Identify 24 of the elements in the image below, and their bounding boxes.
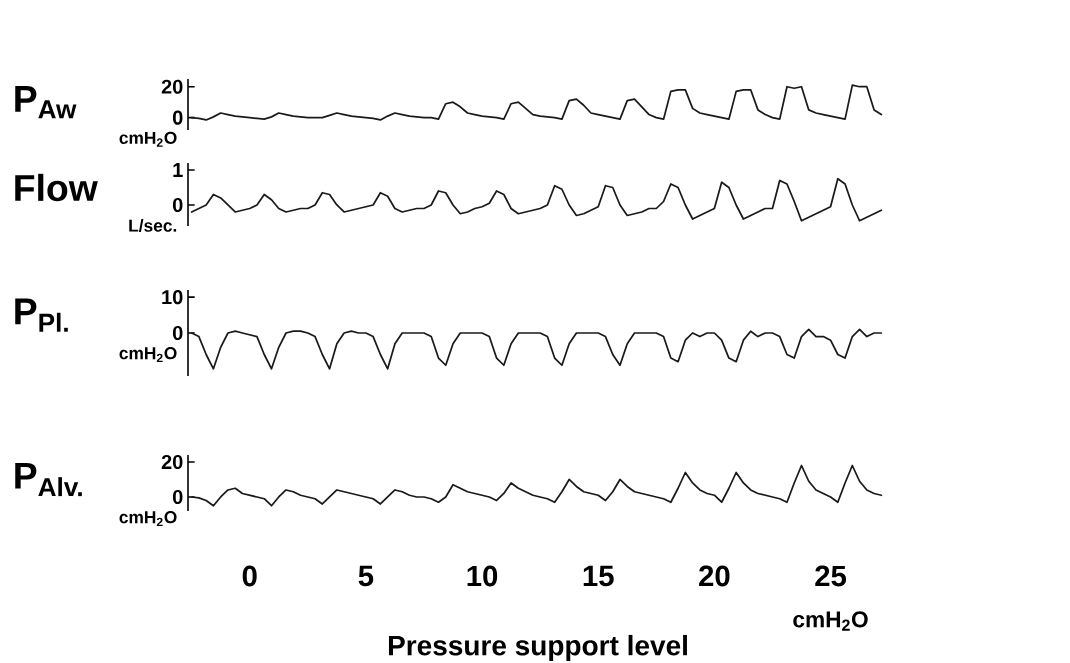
y-tick-label: 20 [161,454,183,470]
text: cmH$_{2}$O [119,511,177,527]
y-tick-label: 20 [161,79,183,94]
y-axis-title: P$_{Pl.}$ [15,298,68,332]
y-tick-label: 1 [173,163,183,177]
x-axis-title: Pressure support level [388,634,687,662]
x-tick-label: 10 [467,565,498,587]
y-tick-label: 0 [172,325,183,341]
x-tick-label: 20 [699,565,730,587]
y-tick-label: 0 [172,110,183,125]
y-axis-title: P$_{Aw}$ [15,86,77,119]
text: cmH$_{2}$O [119,347,177,363]
x-tick-label: 15 [583,565,614,587]
x-tick-label: 0 [242,565,257,587]
y-axis-title: Flow [15,173,98,202]
text: cmH$_{2}$O [793,611,868,631]
text: L/sec. [129,219,177,232]
x-tick-label: 5 [358,565,374,587]
text: cmH$_{2}$O [119,131,177,147]
y-axis-title: P$_{Alv.}$ [15,462,82,497]
y-tick-label: 0 [172,197,183,213]
y-tick-label: 0 [172,489,183,505]
x-tick-label: 25 [815,565,847,587]
y-tick-label: 10 [162,290,183,305]
